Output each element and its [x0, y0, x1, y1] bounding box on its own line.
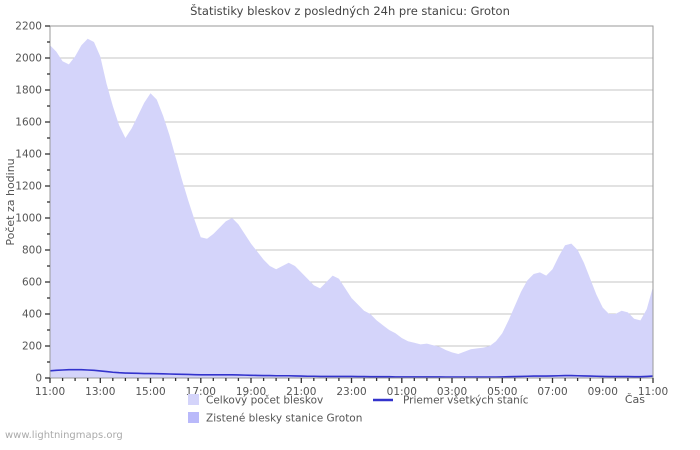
legend-item-1-swatch	[188, 394, 199, 405]
legend-item-2-label: Zistené blesky stanice Groton	[206, 413, 362, 425]
area-series-celkov-po-et-bleskov	[50, 38, 653, 379]
area-series-layer	[50, 38, 653, 379]
line-series-average-all-stations	[49, 368, 654, 378]
y-tick-label: 2000	[15, 53, 42, 65]
page-title: Štatistiky bleskov z posledných 24h pre …	[190, 4, 510, 18]
x-tick-label: 07:00	[537, 386, 567, 398]
y-tick-label: 800	[22, 245, 42, 257]
x-tick-label: 03:00	[437, 386, 467, 398]
x-axis-label: Čas	[625, 393, 645, 406]
y-axis-label: Počet za hodinu	[4, 158, 17, 245]
x-tick-label: 13:00	[85, 386, 115, 398]
y-tick-label: 1400	[15, 149, 42, 161]
x-tick-label: 19:00	[236, 386, 266, 398]
y-tick-label: 200	[22, 341, 42, 353]
x-tick-label: 15:00	[135, 386, 165, 398]
y-tick-label: 600	[22, 277, 42, 289]
chart-legend: Celkový počet bleskov Zistené blesky stan…	[188, 394, 529, 425]
x-axis-ticks: 11:00 13:00 15:00 17:00 19:00 21:00 23:00 01:00…	[35, 378, 668, 398]
x-tick-label: 11:00	[638, 386, 668, 398]
line-series-layer	[49, 368, 654, 378]
y-tick-label: 1800	[15, 85, 42, 97]
x-tick-label: 11:00	[35, 386, 65, 398]
x-tick-label: 01:00	[387, 386, 417, 398]
x-tick-label: 23:00	[336, 386, 366, 398]
x-tick-label: 21:00	[286, 386, 316, 398]
y-axis-title: Počet za hodinu	[4, 158, 17, 245]
legend-item-3-label: Priemer všetkých staníc	[403, 395, 529, 407]
x-axis-title: Čas	[625, 393, 645, 406]
y-tick-label: 0	[35, 373, 42, 385]
legend-item-1-label: Celkový počet bleskov	[206, 395, 323, 407]
y-tick-label: 400	[22, 309, 42, 321]
site-credit: www.lightningmaps.org	[5, 430, 123, 441]
y-tick-label: 1200	[15, 181, 42, 193]
y-axis-ticks: 0 200 400 600 800 1000 1200 1400 1600 1800 2000 220…	[15, 21, 50, 385]
y-tick-label: 1600	[15, 117, 42, 129]
x-tick-label: 09:00	[588, 386, 618, 398]
y-tick-label: 1000	[15, 213, 42, 225]
x-tick-label: 05:00	[487, 386, 517, 398]
legend-item-2-swatch	[188, 412, 199, 423]
y-tick-label: 2200	[15, 21, 42, 33]
